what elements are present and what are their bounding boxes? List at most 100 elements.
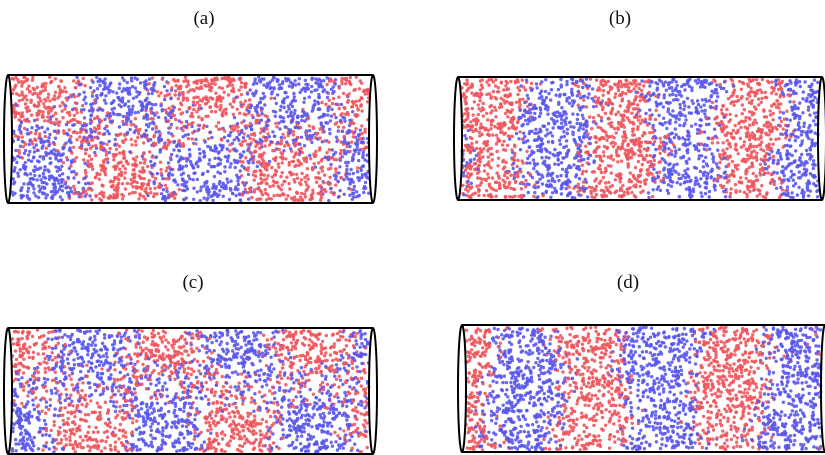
particle <box>642 156 645 159</box>
particle <box>559 143 562 146</box>
particle <box>61 116 64 119</box>
particle <box>540 80 543 83</box>
particle <box>728 113 731 116</box>
particle <box>657 114 660 117</box>
particle <box>599 126 602 129</box>
particle <box>231 105 234 108</box>
particle <box>746 154 749 157</box>
particle <box>109 114 112 117</box>
particle <box>291 84 294 87</box>
particle <box>68 194 71 197</box>
particle <box>577 146 580 149</box>
particle <box>609 85 612 88</box>
particle <box>272 179 275 182</box>
particle <box>785 129 788 132</box>
particle <box>261 162 264 165</box>
particle <box>529 111 532 114</box>
particle <box>651 131 654 134</box>
particle <box>278 127 281 130</box>
particle <box>338 107 341 110</box>
particle <box>335 136 338 139</box>
particle <box>80 195 83 198</box>
particle <box>56 179 59 182</box>
particle <box>593 120 596 123</box>
particle <box>72 79 75 82</box>
particle <box>483 169 486 172</box>
particle <box>129 120 132 123</box>
particle <box>305 136 308 139</box>
particle <box>223 136 226 139</box>
particle <box>470 172 473 175</box>
particle <box>362 191 365 194</box>
particle <box>128 111 131 114</box>
particle <box>103 99 106 102</box>
particle <box>341 130 344 133</box>
particle <box>594 135 597 138</box>
particle <box>502 140 505 143</box>
particle <box>225 177 228 180</box>
particle <box>305 131 308 134</box>
particle <box>233 138 236 141</box>
particle <box>514 181 517 184</box>
particle <box>181 183 184 186</box>
particle <box>604 102 607 105</box>
particle <box>39 178 42 181</box>
particle <box>96 87 99 90</box>
particle <box>668 87 671 90</box>
particle <box>83 116 86 119</box>
particle <box>33 104 36 107</box>
particle <box>275 181 278 184</box>
particle <box>277 87 280 90</box>
particle <box>547 164 550 167</box>
particle <box>35 125 38 128</box>
particle <box>360 82 363 85</box>
particle <box>211 82 214 85</box>
particle <box>351 105 354 108</box>
particle <box>190 125 193 128</box>
particle <box>648 84 651 87</box>
particle <box>303 97 306 100</box>
particle <box>134 140 137 143</box>
particle <box>533 118 536 121</box>
particle <box>132 123 135 126</box>
particle <box>43 130 46 133</box>
particle <box>145 123 148 126</box>
particle <box>670 153 673 156</box>
particle <box>80 110 83 113</box>
particle <box>277 166 280 169</box>
particle <box>755 145 758 148</box>
particle <box>521 138 524 141</box>
particle <box>178 158 181 161</box>
particle <box>760 140 763 143</box>
particle <box>43 140 46 143</box>
particle <box>658 171 661 174</box>
particle <box>526 94 529 97</box>
particle <box>749 87 752 90</box>
particle <box>782 111 785 114</box>
particle <box>518 100 521 103</box>
particle <box>164 116 167 119</box>
particle <box>532 195 535 198</box>
particle <box>80 129 83 132</box>
particle <box>527 97 530 100</box>
particle <box>268 143 271 146</box>
particle <box>102 161 105 164</box>
particle <box>348 172 351 175</box>
particle <box>477 103 480 106</box>
particle <box>284 157 287 160</box>
particle <box>702 160 705 163</box>
particle <box>569 191 572 194</box>
particle <box>226 181 229 184</box>
particle <box>355 190 358 193</box>
particle <box>638 148 641 151</box>
particle <box>528 108 531 111</box>
particle <box>243 112 246 115</box>
particle <box>119 132 122 135</box>
particle <box>663 96 666 99</box>
particle <box>678 124 681 127</box>
particle <box>794 135 797 138</box>
particle <box>343 135 346 138</box>
particle <box>362 150 365 153</box>
particle <box>335 103 338 106</box>
particle <box>354 113 357 116</box>
